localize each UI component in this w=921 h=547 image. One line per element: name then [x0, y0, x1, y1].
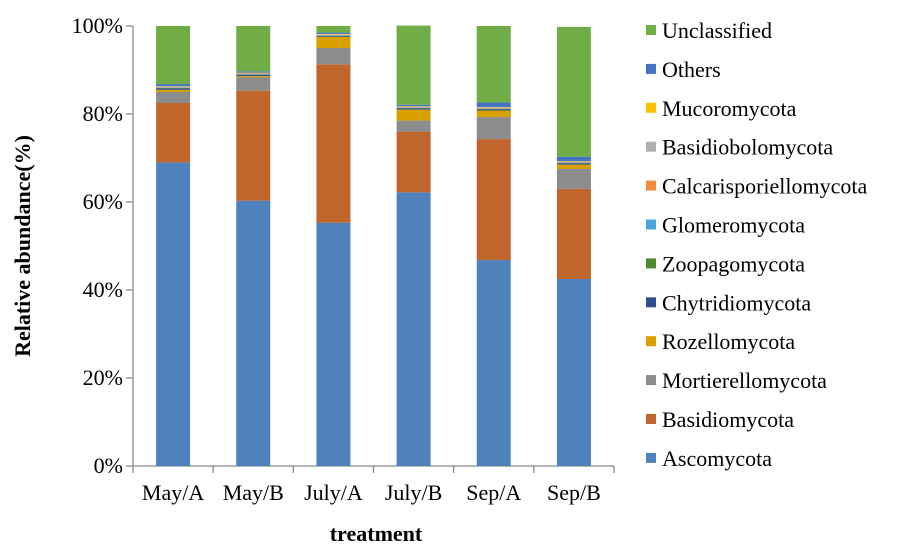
legend-swatch-calcarisporiellomycota [646, 180, 656, 191]
bar-rozellomycota-may-b [236, 76, 271, 78]
bar-mortierellomycota-may-a [156, 92, 191, 103]
bar-ascomycota-may-a [156, 162, 191, 466]
bar-chytridiomycota-may-b [236, 74, 271, 77]
bar-others-sep-b [556, 156, 591, 162]
legend-label-mucoromycota: Mucoromycota [662, 96, 797, 121]
legend-label-chytridiomycota: Chytridiomycota [662, 290, 811, 315]
y-tick-label: 0% [94, 453, 123, 478]
bar-unclassified-sep-b [556, 26, 591, 157]
bar-ascomycota-july-b [396, 192, 431, 466]
bar-chytridiomycota-sep-a [476, 109, 511, 111]
legend-swatch-others [646, 63, 656, 74]
bar-mortierellomycota-sep-a [476, 117, 511, 140]
legend-swatch-basidiomycota [646, 414, 656, 424]
bar-ascomycota-may-b [236, 200, 271, 466]
legend-label-basidiobolomycota: Basidiobolomycota [662, 135, 833, 160]
legend-swatch-ascomycota [646, 452, 656, 463]
x-axis-title: treatment [330, 521, 423, 546]
legend: Unclassified Others Mucoromycota Basidiobol… [646, 18, 867, 471]
bar-basidiomycota-sep-a [476, 139, 511, 261]
bar-mortierellomycota-july-a [316, 48, 351, 65]
bar-basidiomycota-july-b [396, 131, 431, 193]
bar-rozellomycota-july-b [396, 109, 431, 121]
y-tick-label: 40% [83, 277, 123, 302]
bar-mortierellomycota-sep-b [556, 169, 591, 189]
bar-unclassified-sep-a [476, 26, 511, 103]
legend-label-calcarisporiellomycota: Calcarisporiellomycota [662, 174, 867, 199]
bar-mortierellomycota-may-b [236, 77, 271, 91]
y-axis-title: Relative abundance(%) [10, 135, 35, 357]
bar-rozellomycota-july-a [316, 37, 351, 48]
y-tick-label: 60% [83, 189, 123, 214]
legend-label-rozellomycota: Rozellomycota [662, 329, 795, 354]
bar-mortierellomycota-july-b [396, 120, 431, 132]
legend-label-zoopagomycota: Zoopagomycota [662, 251, 805, 276]
legend-swatch-glomeromycota [646, 219, 656, 230]
bar-others-july-b [396, 104, 431, 107]
bar-chytridiomycota-may-a [156, 88, 191, 90]
bar-others-sep-a [476, 102, 511, 107]
bar-basidiomycota-may-b [236, 90, 271, 201]
bar-basidiomycota-july-a [316, 64, 351, 223]
bar-unclassified-july-b [396, 25, 431, 105]
legend-swatch-mortierellomycota [646, 375, 656, 386]
x-tick-label: July/A [304, 480, 363, 505]
bar-rozellomycota-sep-b [556, 164, 591, 169]
legend-swatch-basidiobolomycota [646, 141, 656, 152]
x-tick-label: May/A [142, 480, 204, 505]
legend-label-ascomycota: Ascomycota [662, 446, 772, 471]
bar-others-may-a [156, 84, 191, 87]
legend-swatch-zoopagomycota [646, 258, 656, 269]
x-tick-label: Sep/B [547, 480, 601, 505]
legend-swatch-unclassified [646, 25, 656, 35]
bar-chytridiomycota-july-b [396, 108, 431, 110]
y-tick-label: 80% [83, 101, 123, 126]
legend-swatch-mucoromycota [646, 102, 656, 113]
legend-swatch-rozellomycota [646, 336, 656, 347]
bar-others-july-a [316, 32, 351, 34]
legend-label-basidiomycota: Basidiomycota [662, 407, 794, 432]
bar-unclassified-may-a [156, 26, 191, 85]
bar-unclassified-may-b [236, 26, 271, 72]
bar-chytridiomycota-sep-b [556, 163, 591, 165]
x-tick-label: May/B [223, 480, 284, 505]
legend-swatch-chytridiomycota [646, 297, 656, 308]
legend-label-mortierellomycota: Mortierellomycota [662, 368, 827, 393]
y-axis-ticks: 0% 20% 40% 60% 80% 100% [72, 13, 133, 478]
bar-basidiomycota-may-a [156, 103, 191, 163]
bar-others-may-b [236, 71, 271, 73]
bar-ascomycota-sep-a [476, 260, 511, 466]
bar-rozellomycota-sep-a [476, 110, 511, 118]
bar-rozellomycota-may-a [156, 89, 191, 92]
bar-basidiomycota-sep-b [556, 188, 591, 279]
plot-area [132, 25, 614, 467]
legend-label-others: Others [662, 57, 721, 82]
y-tick-label: 20% [83, 365, 123, 390]
x-tick-label: Sep/A [466, 480, 521, 505]
legend-label-glomeromycota: Glomeromycota [662, 213, 805, 238]
bar-ascomycota-sep-b [556, 279, 591, 466]
bar-ascomycota-july-a [316, 222, 351, 466]
bar-chytridiomycota-july-a [316, 36, 351, 37]
legend-label-unclassified: Unclassified [662, 18, 772, 43]
x-tick-label: July/B [385, 480, 442, 505]
bar-unclassified-july-a [316, 26, 351, 33]
y-tick-label: 100% [72, 13, 123, 38]
x-axis-ticks: May/A May/B July/A July/B Sep/A Sep/B [132, 466, 615, 505]
